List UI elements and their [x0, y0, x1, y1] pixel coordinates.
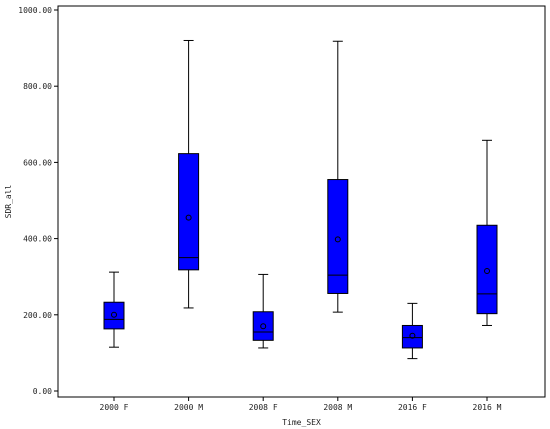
x-axis-title: Time_SEX [282, 418, 321, 427]
y-tick-label: 0.00 [33, 387, 52, 396]
iqr-box [401, 324, 423, 349]
iqr-box [103, 301, 125, 330]
x-tick-label: 2000 F [100, 403, 129, 412]
x-tick-label: 2008 M [323, 403, 352, 412]
iqr-box [178, 153, 200, 271]
plot-area [57, 5, 546, 398]
plot-frame [57, 5, 546, 398]
box-6 [476, 139, 498, 326]
box-1 [103, 271, 125, 348]
mean-marker [484, 267, 490, 274]
y-tick-label: 800.00 [23, 82, 52, 91]
y-tick-label: 200.00 [23, 311, 52, 320]
y-axis-title: SDR_all [4, 184, 13, 218]
x-tick-label: 2016 M [473, 403, 502, 412]
mean-marker [334, 236, 341, 243]
mean-marker [185, 214, 192, 221]
x-tick-label: 2000 M [174, 403, 203, 412]
x-tick-label: 2016 F [398, 403, 427, 412]
iqr-box [252, 311, 274, 341]
box-3 [252, 273, 274, 349]
x-tick-label: 2008 F [249, 403, 278, 412]
boxes [103, 39, 498, 360]
mean-marker [111, 311, 117, 318]
box-5 [401, 302, 423, 360]
y-tick-label: 400.00 [23, 235, 52, 244]
box-2 [178, 39, 200, 309]
mean-marker [409, 332, 416, 339]
y-axis: 0.00 200.00 400.00 600.00 800.00 1000.00 [18, 6, 58, 396]
mean-marker [260, 323, 267, 330]
box-4 [327, 40, 349, 313]
iqr-box [476, 224, 498, 315]
y-tick-label: 600.00 [23, 158, 52, 167]
x-axis: 2000 F 2000 M 2008 F 2008 M 2016 F 2016 M [100, 397, 502, 412]
y-tick-label: 1000.00 [18, 6, 52, 15]
